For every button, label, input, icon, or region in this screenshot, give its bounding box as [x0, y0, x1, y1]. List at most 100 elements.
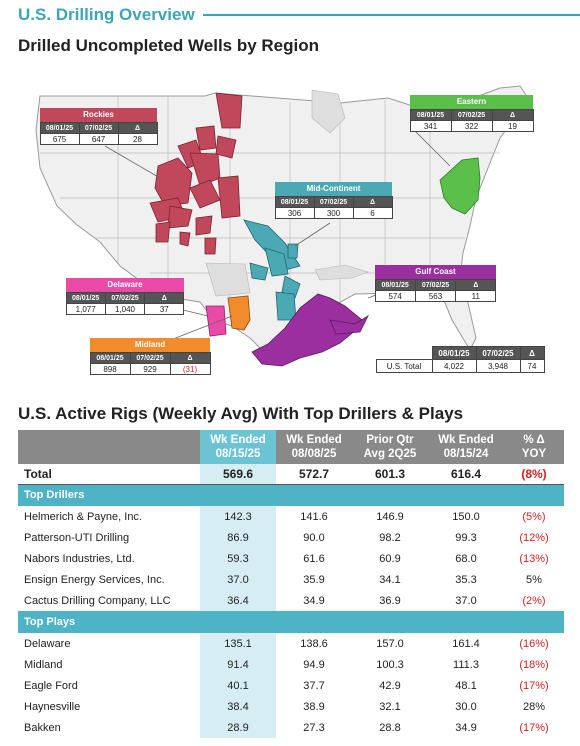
value-cell: 40.1: [200, 675, 276, 696]
value-cell: 38.4: [200, 696, 276, 717]
delta-cell: 19: [491, 119, 534, 132]
value-cell: 34.9: [303, 594, 325, 607]
midland-grid: 08/01/25 07/02/25 Δ 898 929 (31): [89, 351, 211, 375]
group-header-row: Top Plays: [18, 611, 564, 633]
value-cell: 1,077: [65, 302, 106, 315]
value-cell: 35.3: [455, 573, 477, 586]
row-label: Bakken: [24, 721, 61, 734]
value-cell: 341: [409, 119, 452, 132]
mid-continent-grid: 08/01/25 07/02/25 Δ 306 300 6: [274, 195, 393, 219]
value-cell: 38.9: [303, 700, 325, 713]
value-cell: 161.4: [452, 637, 480, 650]
delta-header: Δ: [519, 345, 545, 360]
delaware-shape: [205, 305, 227, 337]
gulf-coast-callout: Gulf Coast 08/01/25 07/02/25 Δ 574 563 1…: [374, 265, 497, 302]
value-cell: 300: [313, 206, 354, 219]
us-total-label: U.S. Total: [375, 358, 433, 373]
value-cell: 27.3: [303, 721, 325, 734]
column-header: Wk Ended 08/15/24: [428, 430, 504, 464]
column-header: % Δ YOY: [504, 430, 564, 464]
column-header-line: Wk Ended: [438, 434, 494, 446]
value-cell: 4,022: [431, 358, 477, 373]
mid-continent-shapes: [243, 219, 301, 321]
value-cell: 34.1: [379, 573, 401, 586]
value-cell: 111.3: [453, 658, 479, 671]
group-title: Top Plays: [18, 611, 564, 633]
column-header-line: 08/15/24: [443, 448, 489, 460]
value-cell: 36.9: [379, 594, 401, 607]
value-cell: 36.4: [200, 590, 276, 611]
value-cell: 675: [39, 132, 80, 145]
delaware-callout: Delaware 08/01/25 07/02/25 Δ 1,077 1,040…: [65, 278, 185, 315]
value-cell: 37.0: [455, 594, 477, 607]
page-title-row: U.S. Drilling Overview: [18, 4, 580, 26]
value-cell: 100.3: [376, 658, 404, 671]
row-label: Midland: [24, 658, 63, 671]
eastern-title: Eastern: [410, 95, 533, 109]
value-cell: 157.0: [376, 637, 404, 650]
rigs-header-row: Wk Ended 08/15/25 Wk Ended 08/08/25 Prior …: [18, 430, 564, 464]
row-label: Eagle Ford: [24, 679, 78, 692]
value-cell: 3,948: [475, 358, 521, 373]
column-header-line: Prior Qtr: [366, 434, 414, 446]
value-cell: 322: [450, 119, 493, 132]
column-header: Wk Ended 08/08/25: [276, 430, 352, 464]
gray-region: [311, 89, 346, 134]
mid-continent-callout: Mid-Continent 08/01/25 07/02/25 Δ 306 30…: [274, 182, 393, 219]
eastern-shape: [439, 157, 481, 215]
value-cell: 68.0: [455, 552, 477, 565]
midland-title: Midland: [90, 338, 210, 352]
gulf-coast-shape: [329, 314, 369, 335]
group-title: Top Drillers: [18, 484, 564, 506]
yoy-cell: (17%): [519, 679, 549, 692]
row-label: Nabors Industries, Ltd.: [24, 552, 135, 565]
value-cell: 135.1: [200, 633, 276, 654]
total-value: 569.6: [200, 464, 276, 485]
midland-shape: [227, 295, 251, 331]
value-cell: 94.9: [303, 658, 325, 671]
value-cell: 60.9: [379, 552, 401, 565]
value-cell: 32.1: [379, 700, 401, 713]
value-cell: 90.0: [303, 531, 325, 544]
yoy-cell: 28%: [522, 700, 546, 713]
rigs-section-title: U.S. Active Rigs (Weekly Avg) With Top D…: [18, 404, 464, 423]
gulf-coast-title: Gulf Coast: [375, 265, 496, 279]
column-header-line: Avg 2Q25: [363, 448, 417, 460]
column-header-line: % Δ: [523, 434, 545, 446]
value-cell: 59.3: [200, 548, 276, 569]
gray-region: [314, 264, 369, 281]
column-header-line: Wk Ended: [286, 434, 342, 446]
column-header-line: Wk Ended: [210, 434, 266, 446]
blank-cell: [376, 346, 433, 360]
row-label: Patterson-UTI Drilling: [24, 531, 130, 544]
yoy-cell: (18%): [519, 658, 549, 671]
value-cell: 86.9: [200, 527, 276, 548]
column-header: Wk Ended 08/15/25: [200, 430, 276, 464]
delta-cell: 28: [117, 132, 158, 145]
yoy-cell: 5%: [526, 573, 542, 586]
total-value: 616.4: [428, 464, 504, 485]
value-cell: 146.9: [376, 510, 404, 523]
value-cell: 48.1: [455, 679, 477, 692]
table-row: Nabors Industries, Ltd. 59.3 61.6 60.9 68.0 (…: [18, 548, 564, 569]
us-total-grid: 08/01/25 07/02/25 Δ U.S. Total 4,022 3,9…: [375, 345, 545, 373]
delta-cell: (31): [169, 362, 211, 375]
value-cell: 141.6: [300, 510, 328, 523]
map-section-title: Drilled Uncompleted Wells by Region: [18, 36, 320, 55]
rockies-grid: 08/01/25 07/02/25 Δ 675 647 28: [39, 121, 158, 145]
total-value: 572.7: [276, 464, 352, 485]
yoy-cell: (13%): [519, 552, 549, 565]
row-label: Delaware: [24, 637, 71, 650]
value-cell: 35.9: [303, 573, 325, 586]
table-row: Helmerich & Payne, Inc. 142.3 141.6 146.9 15…: [18, 506, 564, 527]
delaware-grid: 08/01/25 07/02/25 Δ 1,077 1,040 37: [65, 291, 185, 315]
value-cell: 563: [414, 289, 457, 302]
value-cell: 574: [374, 289, 416, 302]
value-cell: 929: [129, 362, 171, 375]
table-row: Midland 91.4 94.9 100.3 111.3 (18%): [18, 654, 564, 675]
delaware-title: Delaware: [66, 278, 184, 292]
table-row: Patterson-UTI Drilling 86.9 90.0 98.2 99.3 (1…: [18, 527, 564, 548]
rockies-shapes: [149, 92, 243, 255]
table-row: Haynesville 38.4 38.9 32.1 30.0 28%: [18, 696, 564, 717]
value-cell: 30.0: [455, 700, 477, 713]
